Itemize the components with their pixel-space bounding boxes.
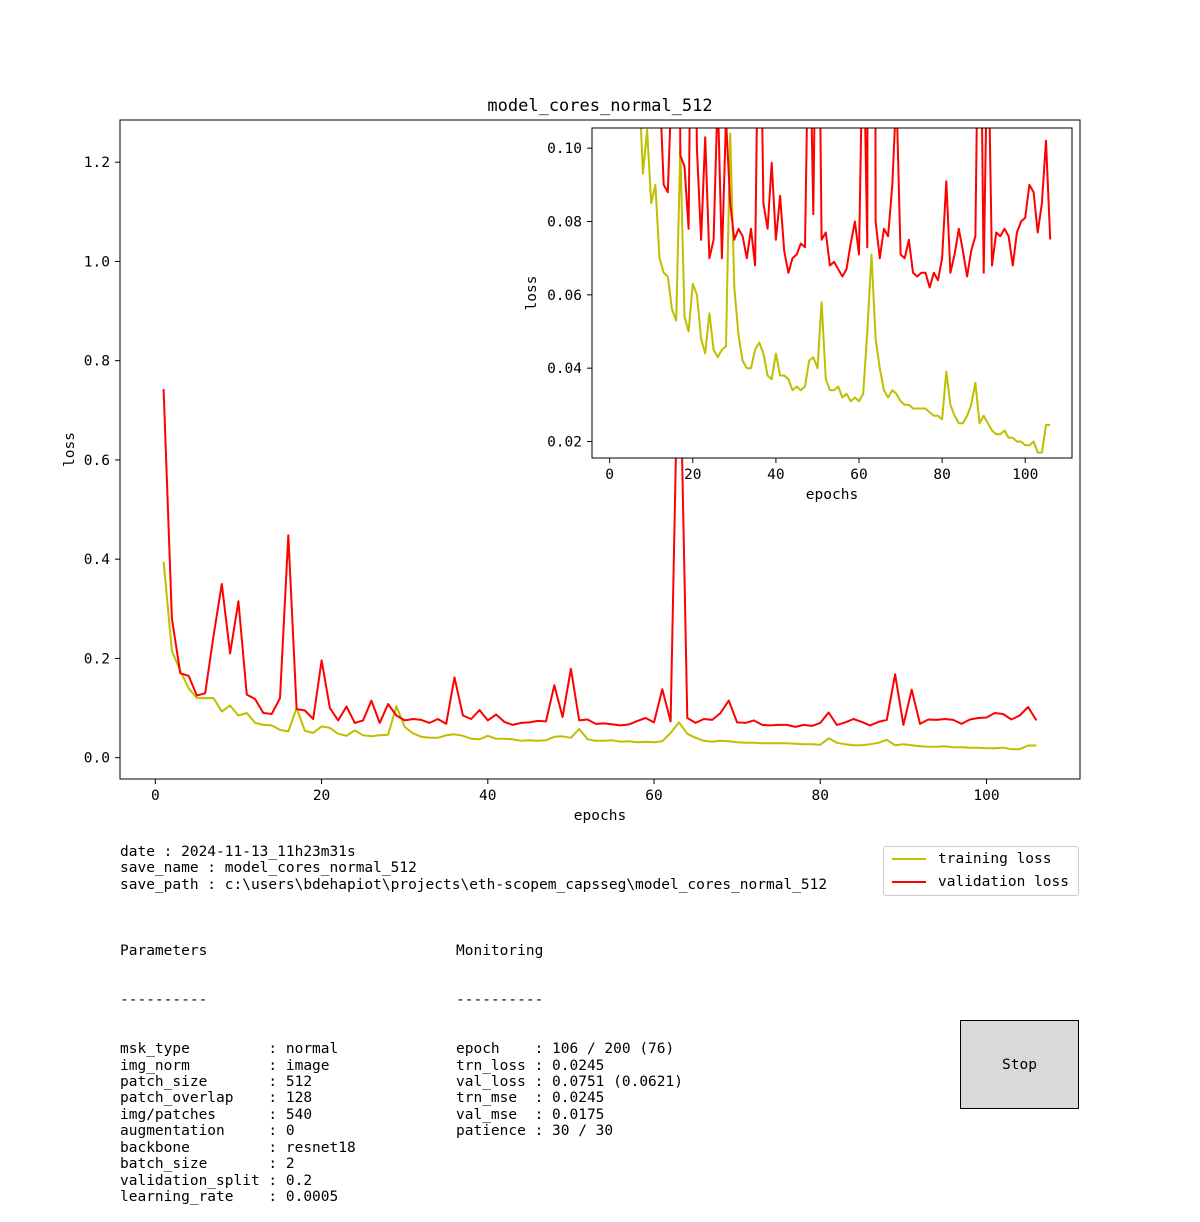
x-tick-label: 60 <box>850 467 867 483</box>
parameter-line: backbone : resnet18 <box>120 1139 356 1156</box>
training-loss-line <box>162 561 1037 751</box>
legend: training loss validation loss <box>883 846 1079 896</box>
series-group <box>162 300 1038 751</box>
monitoring-line: patience : 30 / 30 <box>456 1123 614 1140</box>
y-tick-label: 0.2 <box>84 651 110 667</box>
y-tick-label: 0.0 <box>84 751 110 767</box>
x-tick-label: 40 <box>767 467 784 483</box>
monitoring-block: Monitoring ---------- epoch : 106 / 200 … <box>456 910 683 1156</box>
training-line-swatch <box>892 858 926 860</box>
x-axis-label: epochs <box>806 487 858 503</box>
validation-line-swatch <box>892 881 926 883</box>
x-tick-label: 80 <box>933 467 950 483</box>
chart-title: model_cores_normal_512 <box>487 96 712 116</box>
legend-training-label: training loss <box>938 851 1052 867</box>
x-tick-label: 100 <box>973 788 999 804</box>
y-tick-label: 0.02 <box>547 435 582 451</box>
x-tick-label: 100 <box>1012 467 1038 483</box>
parameter-line: patch_size : 512 <box>120 1074 313 1091</box>
inset-chart: 0 20 40 60 80 100 0.02 0.04 0.06 0.08 0.10 epochs lo… <box>524 127 1073 503</box>
parameter-line: augmentation : 0 <box>120 1123 295 1140</box>
monitoring-list: epoch : 106 / 200 (76) trn_loss : 0.0245 v… <box>456 1041 683 1139</box>
parameter-line: img/patches : 540 <box>120 1106 313 1123</box>
parameter-line: img_norm : image <box>120 1057 330 1074</box>
legend-item-validation: validation loss <box>892 874 1069 890</box>
run-info: date : 2024-11-13_11h23m31s save_name : m… <box>120 844 827 893</box>
monitoring-line: trn_loss : 0.0245 <box>456 1057 605 1074</box>
series-group <box>640 128 1052 454</box>
axes-frame <box>119 119 1081 780</box>
monitoring-line: val_mse : 0.0175 <box>456 1106 605 1123</box>
stop-button[interactable]: Stop <box>960 1020 1079 1109</box>
save-path-line: save_path : c:\users\bdehapiot\projects\… <box>120 876 828 893</box>
y-tick-label: 0.04 <box>547 361 582 377</box>
legend-item-training: training loss <box>892 851 1052 867</box>
validation-loss-line <box>162 300 1038 728</box>
x-tick-label: 0 <box>605 467 614 483</box>
parameter-line: patch_overlap : 128 <box>120 1090 313 1107</box>
y-axis-label: loss <box>62 432 78 467</box>
validation-loss-line <box>660 128 1052 289</box>
parameters-header: Parameters <box>120 942 208 959</box>
y-tick-label: 0.06 <box>547 288 582 304</box>
monitoring-line: epoch : 106 / 200 (76) <box>456 1041 675 1058</box>
parameters-block: Parameters ---------- msk_type : normal i… <box>120 910 356 1222</box>
parameter-line: batch_size : 2 <box>120 1156 295 1173</box>
x-tick-label: 20 <box>684 467 701 483</box>
y-axis-label: loss <box>524 276 540 311</box>
monitoring-line: trn_mse : 0.0245 <box>456 1090 605 1107</box>
y-tick-label: 0.4 <box>84 552 110 568</box>
x-tick-label: 0 <box>151 788 160 804</box>
x-tick-label: 60 <box>645 788 662 804</box>
y-tick-label: 0.08 <box>547 215 582 231</box>
save-name-line: save_name : model_cores_normal_512 <box>120 860 417 877</box>
y-tick-label: 1.2 <box>84 155 110 171</box>
y-tick-label: 0.10 <box>547 141 582 157</box>
axes-frame <box>591 127 1073 459</box>
monitoring-rule: ---------- <box>456 992 544 1009</box>
monitoring-header: Monitoring <box>456 942 544 959</box>
y-tick-label: 1.0 <box>84 254 110 270</box>
x-tick-label: 20 <box>313 788 330 804</box>
date-line: date : 2024-11-13_11h23m31s <box>120 844 356 860</box>
legend-validation-label: validation loss <box>938 874 1069 890</box>
parameters-list: msk_type : normal img_norm : image patch_s… <box>120 1041 356 1205</box>
parameter-line: learning_rate : 0.0005 <box>120 1188 339 1205</box>
plot-area <box>592 128 1072 458</box>
x-tick-label: 40 <box>479 788 496 804</box>
monitoring-line: val_loss : 0.0751 (0.0621) <box>456 1074 683 1091</box>
parameters-rule: ---------- <box>120 992 208 1009</box>
parameter-line: validation_split : 0.2 <box>120 1172 313 1189</box>
x-tick-label: 80 <box>812 788 829 804</box>
training-loss-line <box>640 128 1051 454</box>
y-tick-label: 0.6 <box>84 453 110 469</box>
y-tick-label: 0.8 <box>84 354 110 370</box>
parameter-line: msk_type : normal <box>120 1041 339 1058</box>
x-axis-label: epochs <box>574 808 626 824</box>
